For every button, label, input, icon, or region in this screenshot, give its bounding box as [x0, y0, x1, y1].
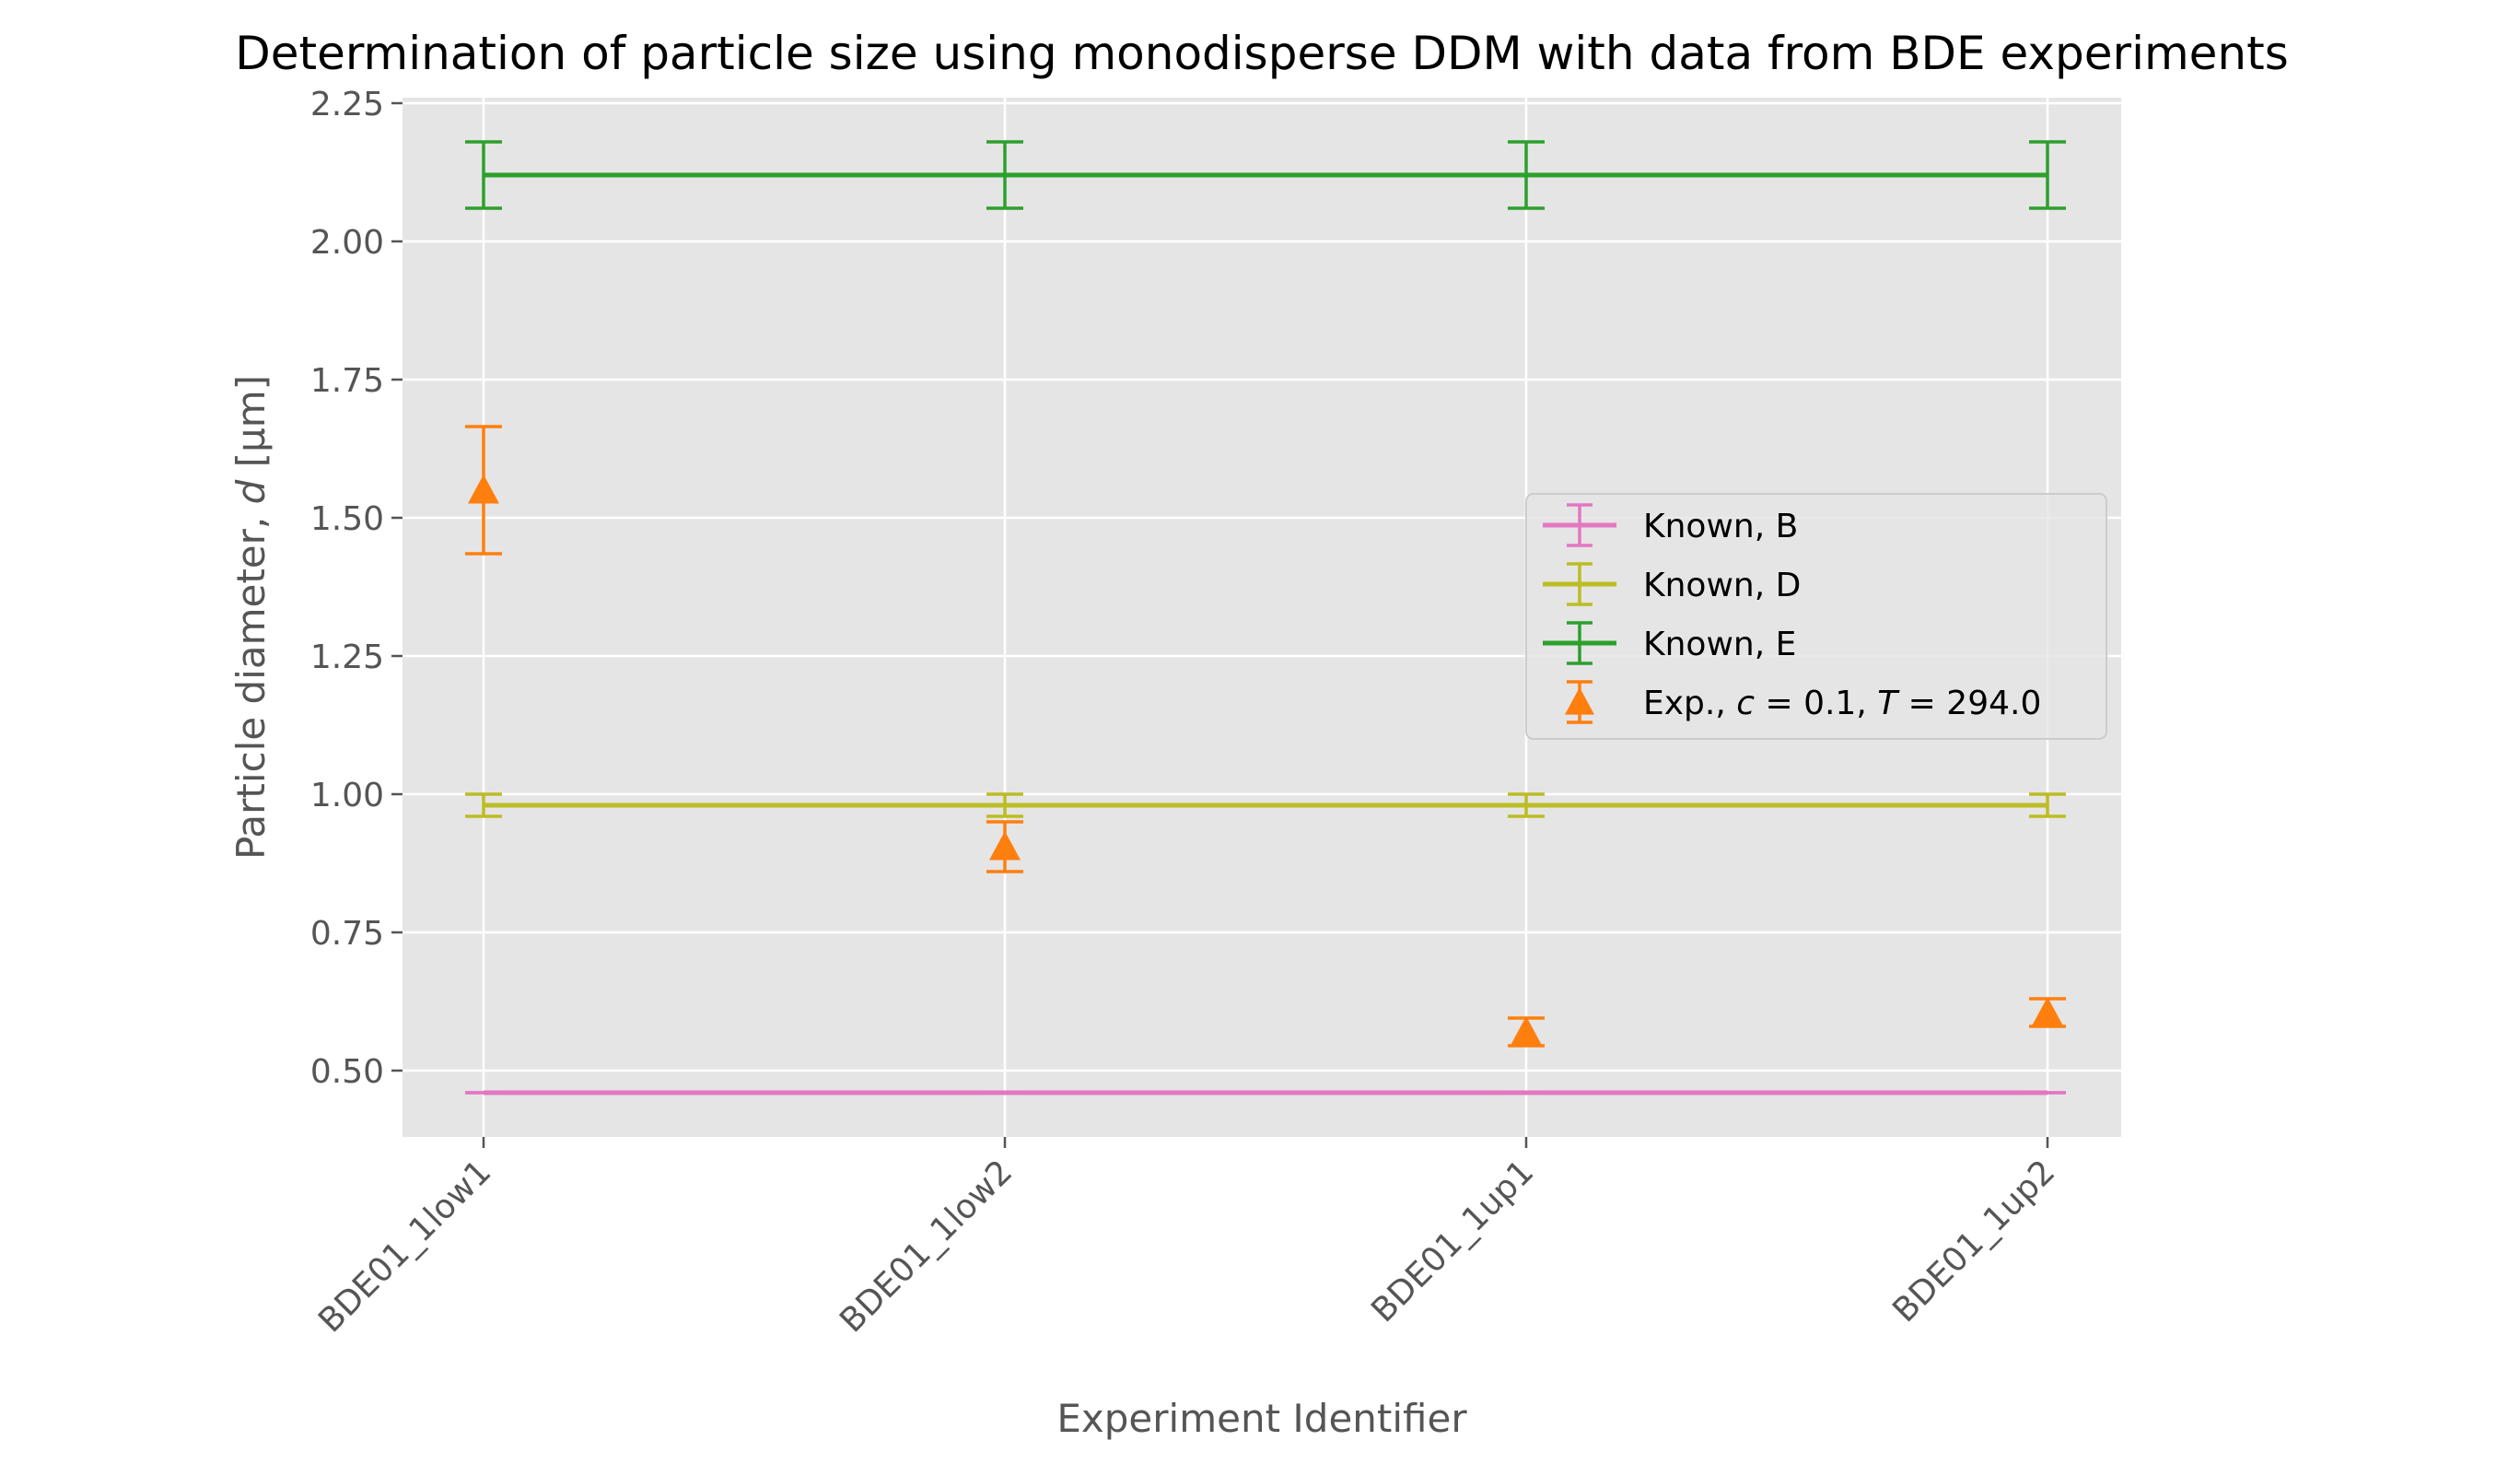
legend-label: Known, D: [1643, 567, 1801, 604]
legend-item: Known, E: [1543, 621, 1796, 665]
legend-label-part: Exp.,: [1643, 685, 1736, 722]
x-tick-label: BDE01_1low1: [311, 1153, 498, 1340]
x-axis: BDE01_1low1 BDE01_1low2 BDE01_1up1 BDE01_1u…: [311, 1137, 2062, 1341]
error-bar: [1508, 792, 1545, 818]
series-1: [465, 792, 2066, 818]
legend-label: Exp., c = 0.1, T = 294.0: [1643, 685, 2041, 722]
legend-frame: [1525, 493, 2107, 740]
error-bar: [1508, 140, 1545, 210]
y-tick-label: 0.50: [310, 1053, 384, 1091]
legend-item: Exp., c = 0.1, T = 294.0: [1565, 680, 2041, 724]
series-layer: [465, 140, 2066, 1095]
x-axis-label: Experiment Identifier: [1056, 1396, 1467, 1441]
y-tick-label: 1.75: [310, 362, 384, 400]
y-axis-label-unit: [μm]: [228, 375, 274, 480]
legend-marker: [1565, 687, 1594, 715]
legend-item: Known, D: [1543, 562, 1801, 606]
legend-label-part: c: [1736, 685, 1755, 722]
y-tick-label: 2.00: [310, 224, 384, 262]
triangle-marker: [2032, 997, 2063, 1026]
error-bar: [986, 792, 1023, 818]
series-3: [465, 425, 2066, 1048]
y-tick-label: 1.00: [310, 777, 384, 814]
legend-label-part: = 294.0: [1897, 685, 2041, 722]
error-bar: [986, 140, 1023, 210]
y-axis-label: Particle diameter, d [μm]: [228, 375, 274, 860]
y-axis-label-main: Particle diameter,: [228, 504, 274, 860]
legend-label-part: T: [1877, 685, 1900, 722]
y-axis-label-variable: d: [228, 479, 274, 504]
error-bar: [2029, 792, 2066, 818]
x-tick-label: BDE01_1low2: [833, 1153, 1020, 1340]
triangle-marker: [1511, 1016, 1542, 1046]
error-bar: [2029, 140, 2066, 210]
y-tick-label: 1.50: [310, 500, 384, 538]
x-tick-label: BDE01_1up1: [1364, 1153, 1541, 1329]
triangle-marker: [989, 831, 1021, 861]
triangle-marker: [468, 474, 499, 504]
y-tick-label: 0.75: [310, 915, 384, 953]
series-2: [465, 140, 2066, 210]
legend-label: Known, B: [1643, 508, 1798, 545]
legend-label: Known, E: [1643, 626, 1796, 663]
error-bar: [465, 792, 502, 818]
chart-title: Determination of particle size using mon…: [235, 27, 2289, 80]
x-tick-label: BDE01_1up2: [1885, 1153, 2062, 1329]
legend: Known, B Known, D Known, E Exp., c = 0.1, T…: [1525, 493, 2107, 740]
legend-label-part: = 0.1,: [1755, 685, 1877, 722]
error-bar: [465, 140, 502, 210]
legend-item: Known, B: [1543, 503, 1798, 547]
y-axis: 0.50 0.75 1.00 1.25 1.50 1.75 2.00 2.25: [310, 86, 402, 1091]
y-tick-label: 2.25: [310, 86, 384, 123]
y-tick-label: 1.25: [310, 638, 384, 676]
